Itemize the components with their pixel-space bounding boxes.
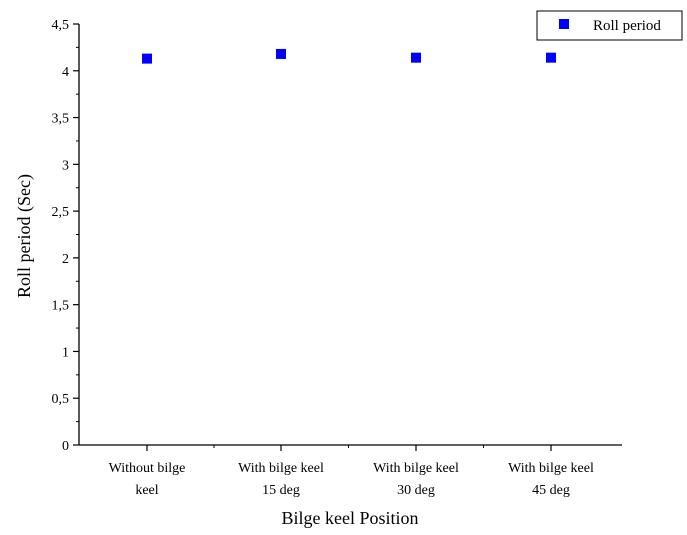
x-tick-label: With bilge keel (373, 461, 459, 476)
y-tick-label: 2 (62, 252, 69, 267)
axes (78, 24, 622, 446)
x-tick-label: keel (135, 483, 158, 498)
x-tick-label: With bilge keel (508, 461, 594, 476)
legend: Roll period (536, 10, 683, 41)
y-tick-label: 4 (62, 65, 69, 80)
data-point (142, 53, 152, 64)
axis-ticks: 0 0,5 1 1,5 2 2,5 3 3,5 4 4,5 Without bilge keel Wit… (52, 18, 594, 498)
data-point (546, 52, 556, 63)
y-tick-label: 1,5 (52, 299, 70, 314)
y-tick-label: 3,5 (52, 112, 70, 127)
x-tick-label: 15 deg (262, 483, 300, 498)
legend-label: Roll period (593, 18, 661, 34)
x-tick-label: With bilge keel (238, 461, 324, 476)
data-points (142, 48, 556, 64)
y-tick-label: 2,5 (52, 205, 70, 220)
y-tick-label: 0 (62, 439, 69, 454)
y-tick-label: 3 (62, 158, 69, 173)
x-tick-label: Without bilge (109, 461, 186, 476)
data-point (411, 52, 421, 63)
y-tick-label: 0,5 (52, 392, 70, 407)
y-axis-title: Roll period (Sec) (14, 174, 35, 298)
y-tick-label: 4,5 (52, 18, 70, 33)
y-tick-label: 1 (62, 345, 69, 360)
x-axis-title: Bilge keel Position (282, 508, 419, 528)
x-tick-label: 30 deg (397, 483, 435, 498)
legend-marker (559, 19, 569, 29)
x-tick-label: 45 deg (532, 483, 570, 498)
data-point (276, 48, 286, 59)
